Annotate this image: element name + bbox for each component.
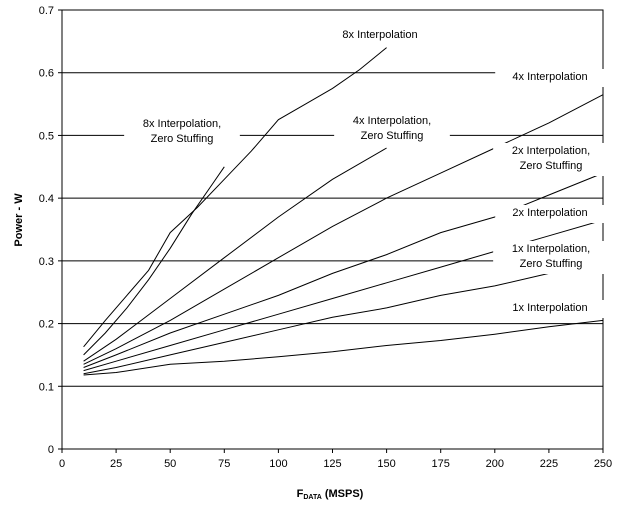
x-tick-label-5: 125 (323, 458, 341, 470)
series-label-3-line-0: 4x Interpolation (512, 71, 587, 83)
series-label-7-line-0: 1x Interpolation (512, 302, 587, 314)
series-label-6-line-1: Zero Stuffing (520, 258, 583, 270)
x-tick-label-4: 100 (269, 458, 287, 470)
x-axis-title-unit: (MSPS) (322, 488, 364, 500)
series-line-1 (83, 166, 225, 356)
series-label-6-line-0: 1x Interpolation, (512, 243, 590, 255)
x-tick-label-3: 75 (218, 458, 230, 470)
y-tick-label-3: 0.3 (39, 256, 54, 268)
y-tick-label-0: 0 (48, 444, 54, 456)
y-tick-label-6: 0.6 (39, 68, 54, 80)
series-line-6 (83, 260, 604, 375)
series-label-bg-6 (493, 241, 609, 274)
x-tick-label-9: 225 (540, 458, 558, 470)
series-label-bg-7 (495, 300, 605, 318)
y-axis-title: Power - W (13, 193, 25, 247)
series-label-4-line-0: 2x Interpolation, (512, 145, 590, 157)
series-label-0-line-0: 8x Interpolation (342, 29, 417, 41)
series-label-4-line-1: Zero Stuffing (520, 160, 583, 172)
x-tick-label-2: 50 (164, 458, 176, 470)
x-tick-label-0: 0 (59, 458, 65, 470)
series-label-bg-2 (334, 113, 450, 146)
y-tick-label-2: 0.2 (39, 319, 54, 331)
series-label-bg-5 (495, 205, 605, 223)
x-axis-title-main: F (297, 488, 304, 500)
series-line-0 (83, 47, 387, 348)
x-tick-label-6: 150 (377, 458, 395, 470)
x-axis-title: FDATA (MSPS) (297, 488, 364, 501)
y-tick-label-1: 0.1 (39, 381, 54, 393)
x-tick-label-10: 250 (594, 458, 612, 470)
series-label-bg-3 (495, 69, 605, 87)
x-tick-label-1: 25 (110, 458, 122, 470)
series-label-bg-4 (493, 143, 609, 176)
series-line-2 (83, 147, 387, 362)
label-layer: 8x Interpolation 8x Interpolation, Zero St… (124, 29, 609, 318)
y-tick-label-7: 0.7 (39, 5, 54, 17)
series-line-7 (83, 319, 604, 376)
series-label-1-line-1: Zero Stuffing (151, 133, 214, 145)
series-line-3 (83, 94, 604, 365)
series-label-2-line-0: 4x Interpolation, (353, 115, 431, 127)
x-tick-label-7: 175 (432, 458, 450, 470)
series-label-2-line-1: Zero Stuffing (361, 130, 424, 142)
y-tick-label-5: 0.5 (39, 130, 54, 142)
series-label-bg-1 (124, 116, 240, 149)
y-tick-label-4: 0.4 (39, 193, 54, 205)
x-tick-label-8: 200 (486, 458, 504, 470)
x-axis-title-subscript: DATA (303, 494, 321, 501)
axis-layer: 0 0.1 0.2 0.3 0.4 0.5 0.6 0.7 0 25 50 75 100 125 150 17… (39, 5, 612, 470)
series-label-5-line-0: 2x Interpolation (512, 207, 587, 219)
series-label-1-line-0: 8x Interpolation, (143, 118, 221, 130)
